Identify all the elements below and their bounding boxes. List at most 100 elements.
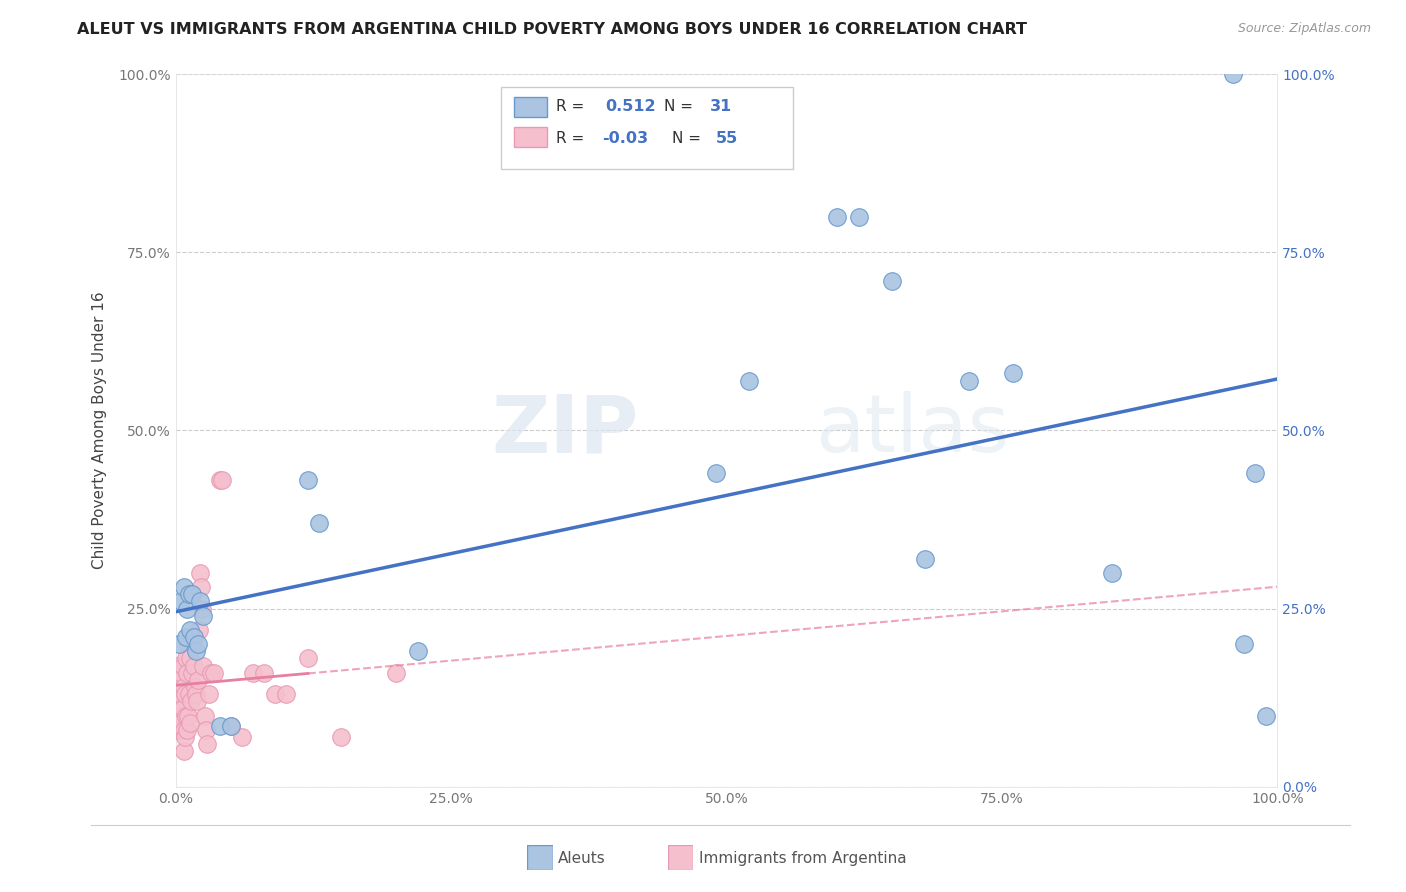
Text: R =: R =: [555, 99, 583, 114]
Point: [1222, 67, 1244, 81]
Text: 55: 55: [716, 130, 738, 145]
Point: [194, 723, 217, 737]
Point: [169, 723, 191, 737]
Point: [188, 566, 211, 580]
Point: [184, 644, 207, 658]
Point: [219, 719, 242, 733]
Point: [264, 687, 287, 701]
Point: [170, 665, 193, 680]
Text: R =: R =: [555, 130, 583, 145]
Point: [297, 651, 319, 665]
Point: [1233, 637, 1256, 651]
Point: [208, 473, 231, 487]
Point: [173, 687, 195, 701]
Point: [231, 730, 253, 744]
Point: [176, 665, 198, 680]
Text: atlas: atlas: [814, 392, 1010, 469]
Point: [208, 719, 231, 733]
Text: -0.03: -0.03: [602, 130, 648, 145]
Point: [193, 658, 215, 673]
Point: [1101, 566, 1123, 580]
Point: [704, 466, 727, 480]
Point: [173, 680, 195, 694]
Point: [183, 630, 205, 644]
Point: [177, 637, 200, 651]
Point: [181, 665, 204, 680]
Point: [176, 601, 198, 615]
Point: [173, 723, 195, 737]
Point: [211, 473, 233, 487]
Point: [200, 665, 222, 680]
Point: [173, 744, 195, 758]
Point: [188, 594, 211, 608]
Point: [880, 274, 903, 288]
Point: [204, 665, 226, 680]
Text: ZIP: ZIP: [491, 392, 638, 469]
Point: [297, 473, 319, 487]
Point: [170, 715, 193, 730]
Point: [188, 623, 211, 637]
Point: [170, 594, 193, 608]
Point: [181, 587, 204, 601]
Point: [179, 587, 201, 601]
Point: [848, 210, 870, 224]
Point: [172, 701, 194, 715]
Text: 0.512: 0.512: [606, 99, 657, 114]
Point: [198, 687, 221, 701]
Point: [183, 658, 205, 673]
Point: [180, 694, 202, 708]
FancyBboxPatch shape: [501, 87, 793, 169]
Point: [176, 723, 198, 737]
Point: [1244, 466, 1267, 480]
Point: [179, 687, 201, 701]
Point: [174, 630, 197, 644]
Point: [242, 665, 264, 680]
Point: [274, 687, 297, 701]
Point: [184, 687, 207, 701]
Point: [914, 551, 936, 566]
Point: [190, 580, 212, 594]
Point: [825, 210, 848, 224]
Point: [179, 651, 201, 665]
Point: [737, 374, 759, 388]
Point: [167, 708, 190, 723]
Point: [179, 715, 201, 730]
Point: [385, 665, 408, 680]
Text: Aleuts: Aleuts: [558, 851, 606, 865]
Point: [308, 516, 330, 530]
Text: ALEUT VS IMMIGRANTS FROM ARGENTINA CHILD POVERTY AMONG BOYS UNDER 16 CORRELATION: ALEUT VS IMMIGRANTS FROM ARGENTINA CHILD…: [77, 22, 1028, 37]
Point: [191, 601, 214, 615]
Point: [219, 719, 242, 733]
Point: [187, 637, 209, 651]
Point: [166, 658, 188, 673]
Text: N =: N =: [664, 99, 693, 114]
Point: [193, 708, 215, 723]
Point: [179, 623, 201, 637]
Point: [173, 580, 195, 594]
Point: [166, 708, 188, 723]
Text: 31: 31: [710, 99, 733, 114]
Point: [174, 708, 197, 723]
Point: [172, 658, 194, 673]
Point: [167, 673, 190, 687]
FancyBboxPatch shape: [515, 128, 547, 147]
Text: N =: N =: [672, 130, 700, 145]
Point: [173, 730, 195, 744]
Point: [167, 694, 190, 708]
Y-axis label: Child Poverty Among Boys Under 16: Child Poverty Among Boys Under 16: [93, 292, 107, 569]
Point: [167, 723, 190, 737]
Point: [330, 730, 353, 744]
Point: [186, 694, 208, 708]
Point: [1001, 367, 1024, 381]
Point: [187, 673, 209, 687]
Point: [195, 737, 218, 751]
Point: [174, 651, 197, 665]
Point: [167, 637, 190, 651]
Point: [169, 687, 191, 701]
Text: Source: ZipAtlas.com: Source: ZipAtlas.com: [1237, 22, 1371, 36]
Point: [1256, 708, 1278, 723]
Point: [406, 644, 429, 658]
Point: [193, 608, 215, 623]
Text: Immigrants from Argentina: Immigrants from Argentina: [699, 851, 907, 865]
Point: [183, 680, 205, 694]
